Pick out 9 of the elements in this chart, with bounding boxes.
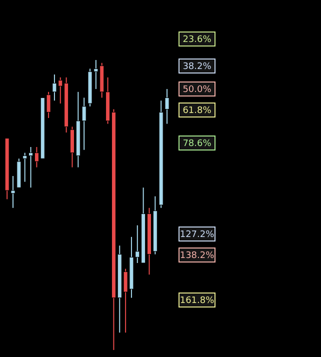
text: 127.2% (180, 230, 215, 240)
candlestick (164, 88, 170, 124)
text: 38.2% (182, 62, 212, 72)
text: 61.8% (182, 106, 212, 116)
text: 23.6% (182, 35, 212, 45)
text: 138.2% (180, 251, 215, 261)
text: 50.0% (182, 85, 212, 95)
text: 78.6% (182, 139, 212, 149)
text: 161.8% (180, 296, 215, 306)
